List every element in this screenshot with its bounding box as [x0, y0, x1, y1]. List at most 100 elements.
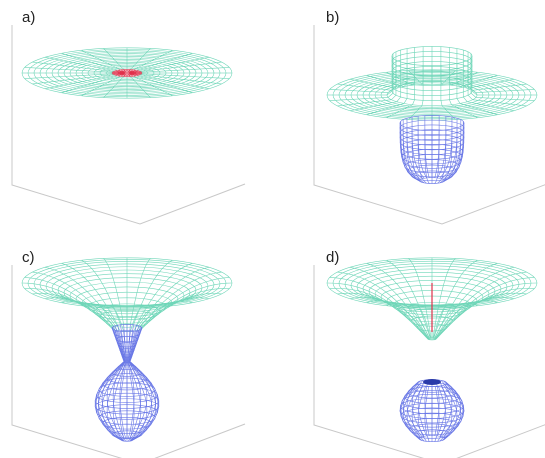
- mesh-meridian: [500, 108, 505, 109]
- mesh-meridian: [478, 89, 483, 90]
- mesh-meridian: [121, 378, 122, 383]
- mesh-meridian: [425, 413, 426, 418]
- mesh-meridian: [441, 166, 443, 172]
- mesh-meridian: [387, 286, 392, 290]
- mesh-meridian: [133, 331, 134, 336]
- mesh-meridian: [152, 279, 155, 283]
- mesh-meridian: [200, 87, 205, 88]
- mesh-meridian: [417, 327, 428, 339]
- mesh-meridian: [378, 110, 382, 111]
- mesh-meridian: [114, 282, 115, 287]
- mesh-meridian: [463, 97, 467, 102]
- mesh-meridian: [486, 105, 491, 106]
- mesh-meridian: [483, 285, 488, 288]
- mesh-meridian: [481, 85, 486, 86]
- mesh-meridian: [136, 367, 142, 372]
- mesh-meridian: [172, 82, 177, 83]
- mesh-meridian: [393, 106, 397, 107]
- mesh-meridian: [68, 83, 73, 84]
- mesh-meridian: [54, 270, 59, 272]
- mesh-meridian: [168, 78, 173, 79]
- mesh-meridian: [488, 288, 494, 291]
- mesh-meridian: [143, 76, 148, 77]
- mesh-meridian: [509, 267, 514, 268]
- mesh-meridian: [413, 151, 414, 156]
- mesh-meridian: [449, 266, 450, 269]
- mesh-meridian: [393, 279, 397, 283]
- mesh-meridian: [436, 392, 437, 398]
- mesh-meridian: [134, 68, 137, 69]
- mesh-meridian: [68, 62, 73, 63]
- mesh-meridian: [162, 68, 167, 69]
- mesh-meridian: [450, 162, 451, 167]
- mesh-meridian: [186, 84, 191, 85]
- mesh-meridian: [407, 106, 410, 107]
- mesh-meridian: [137, 287, 138, 292]
- mesh-meridian: [472, 86, 477, 87]
- mesh-meridian: [442, 397, 444, 402]
- mesh-meridian: [500, 270, 505, 272]
- mesh-meridian: [214, 284, 220, 285]
- mesh-meridian: [110, 65, 113, 66]
- mesh-meridian: [483, 101, 488, 102]
- mesh-meridian: [99, 295, 103, 300]
- mesh-meridian: [407, 282, 410, 287]
- mesh-meridian: [102, 415, 105, 421]
- mesh-meridian: [489, 282, 494, 285]
- mesh-meridian: [413, 167, 416, 172]
- mesh-meridian: [40, 285, 46, 286]
- mesh-meridian: [189, 263, 193, 264]
- mesh-meridian: [107, 63, 110, 64]
- mesh-meridian: [118, 298, 119, 304]
- mesh-meridian: [132, 378, 133, 383]
- mesh-meridian: [490, 112, 494, 113]
- mesh-meridian: [174, 58, 178, 59]
- mesh-meridian: [64, 84, 69, 85]
- mesh-meridian: [81, 78, 86, 79]
- mesh-meridian: [370, 301, 374, 302]
- mesh-meridian: [454, 106, 457, 107]
- mesh-meridian: [457, 107, 460, 108]
- mesh-meridian: [200, 268, 205, 269]
- mesh-meridian: [455, 152, 456, 157]
- mesh-meridian: [163, 84, 167, 85]
- mesh-meridian: [452, 286, 455, 291]
- mesh-meridian: [84, 85, 88, 86]
- mesh-meridian: [148, 66, 152, 67]
- mesh-meridian: [140, 413, 141, 418]
- mesh-meridian: [120, 383, 121, 388]
- mesh-meridian: [350, 267, 355, 268]
- mesh-meridian: [412, 291, 415, 297]
- mesh-meridian: [111, 70, 116, 71]
- mesh-meridian: [473, 292, 478, 296]
- mesh-meridian: [428, 386, 429, 392]
- mesh-meridian: [494, 263, 498, 264]
- mesh-meridian: [414, 266, 415, 269]
- mesh-meridian: [84, 60, 88, 61]
- mesh-meridian: [92, 269, 95, 272]
- mesh-meridian: [174, 271, 178, 274]
- mesh-meridian: [386, 90, 391, 91]
- mesh-meridian: [381, 100, 386, 101]
- mesh-meridian: [475, 81, 479, 82]
- mesh-meridian: [505, 109, 510, 110]
- mesh-meridian: [445, 277, 446, 281]
- mesh-meridian: [82, 81, 87, 82]
- mesh-meridian: [444, 168, 445, 172]
- mesh-meridian: [405, 107, 408, 108]
- mesh-meridian: [106, 76, 111, 77]
- mesh-meridian: [491, 106, 496, 107]
- mesh-meridian: [178, 66, 183, 67]
- mesh-meridian: [69, 266, 73, 268]
- mesh-meridian: [134, 76, 137, 77]
- mesh-meridian: [97, 78, 102, 79]
- mesh-meridian: [189, 302, 193, 303]
- mesh-meridian: [76, 67, 81, 68]
- mesh-meridian: [443, 160, 444, 165]
- mesh-meridian: [108, 264, 109, 267]
- mesh-meridian: [99, 65, 103, 66]
- mesh-meridian: [373, 276, 378, 279]
- mesh-meridian: [117, 292, 118, 298]
- mesh-meridian: [471, 107, 475, 108]
- mesh-meridian: [42, 280, 48, 282]
